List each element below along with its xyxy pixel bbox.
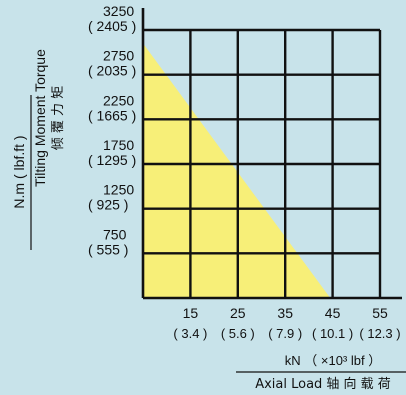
x-tick-label: 45 [325,305,341,321]
y-axis-title-units: N.m ( lbf.ft ) [11,135,27,208]
y-tick-label: 750 [103,226,127,242]
y-tick-sublabel: ( 1665 ) [88,107,136,123]
y-axis-title-en: Tilting Moment Torque [32,49,48,187]
y-axis-title-cn: 倾 覆 力 矩 [51,86,66,150]
x-tick-label: 25 [230,305,246,321]
x-axis-title: Axial Load 轴 向 载 荷 [255,376,391,392]
y-tick-sublabel: ( 2035 ) [88,63,136,79]
x-tick-label: 15 [183,305,199,321]
y-tick-sublabel: ( 925 ) [88,197,128,213]
x-tick-sublabel: ( 3.4 ) [173,326,207,341]
y-tick-label: 3250 [103,3,134,19]
x-tick-label: 55 [372,305,388,321]
x-tick-sublabel: ( 12.3 ) [359,326,400,341]
y-tick-sublabel: ( 1295 ) [88,152,136,168]
y-tick-sublabel: ( 555 ) [88,241,128,257]
x-axis-units: kN （ ×10³ lbf ） [285,353,381,368]
y-tick-label: 2750 [103,48,134,64]
x-tick-sublabel: ( 10.1 ) [312,326,353,341]
y-tick-sublabel: ( 2405 ) [88,18,136,34]
y-tick-label: 1750 [103,137,134,153]
y-tick-label: 1250 [103,182,134,198]
x-tick-sublabel: ( 5.6 ) [221,326,255,341]
x-tick-sublabel: ( 7.9 ) [268,326,302,341]
y-tick-label: 2250 [103,92,134,108]
x-tick-label: 35 [277,305,293,321]
